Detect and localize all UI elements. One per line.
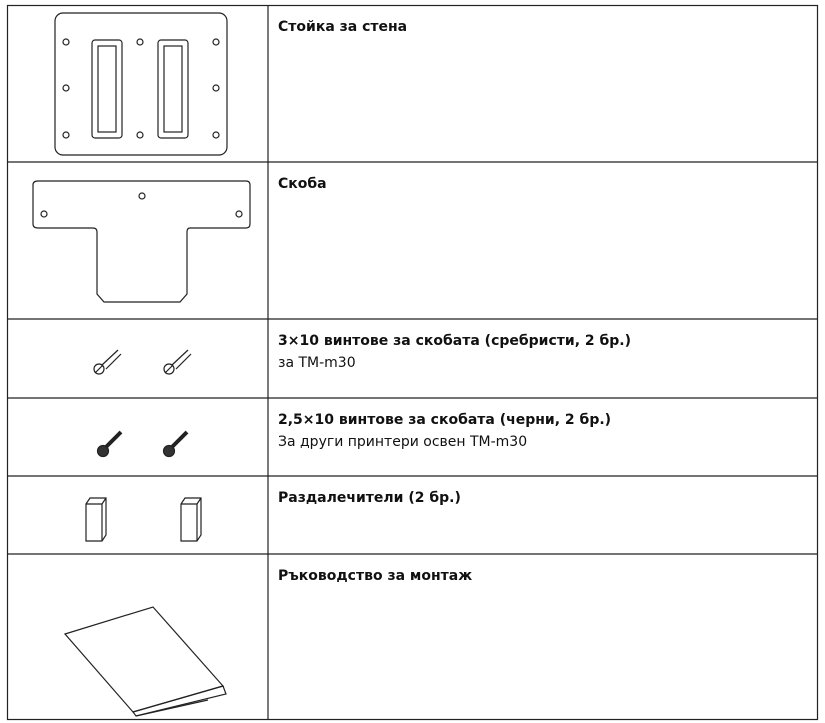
row-text: Скоба [278, 162, 808, 194]
wall-plate-icon [54, 12, 228, 156]
item-desc: за TM-m30 [278, 355, 356, 371]
black-screws-icon [96, 430, 189, 458]
manual-icon [63, 606, 227, 717]
row-text: Ръководство за монтаж [278, 554, 808, 586]
item-title: Скоба [278, 176, 327, 192]
spacers-icon [85, 497, 202, 542]
silver-screws-icon [93, 349, 192, 375]
table-border [6, 4, 819, 721]
bracket-icon [32, 180, 251, 303]
item-title: 3×10 винтове за скобата (сребристи, 2 бр… [278, 333, 632, 349]
row-text: Стойка за стена [278, 5, 808, 37]
item-desc: За други принтери освен TM-m30 [278, 434, 528, 450]
item-title: Ръководство за монтаж [278, 568, 473, 584]
item-title: Раздалечители (2 бр.) [278, 490, 461, 506]
row-text: Раздалечители (2 бр.) [278, 476, 808, 508]
item-title: 2,5×10 винтове за скобата (черни, 2 бр.) [278, 412, 612, 428]
item-title: Стойка за стена [278, 19, 408, 35]
row-text: 3×10 винтове за скобата (сребристи, 2 бр… [278, 319, 808, 373]
row-text: 2,5×10 винтове за скобата (черни, 2 бр.)… [278, 398, 808, 452]
